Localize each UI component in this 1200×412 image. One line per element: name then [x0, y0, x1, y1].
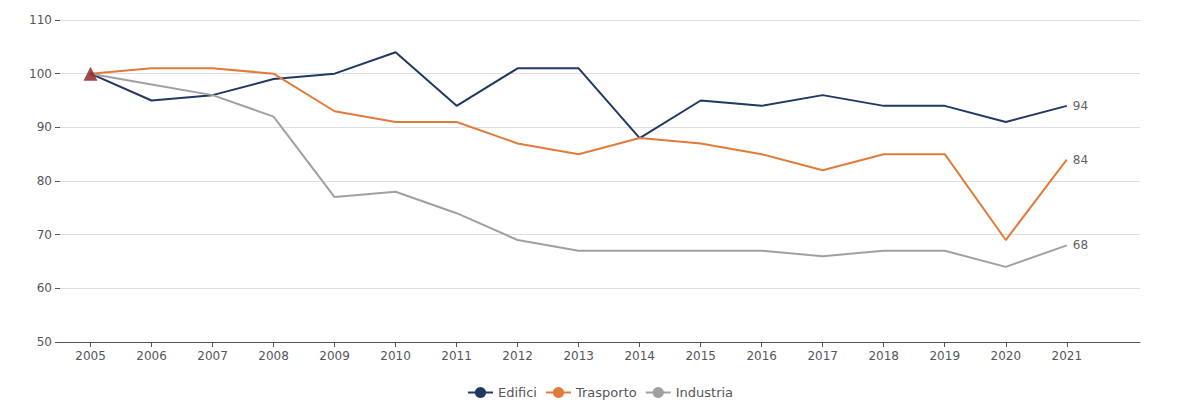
svg-text:110: 110	[29, 13, 52, 27]
svg-text:50: 50	[37, 335, 52, 349]
svg-text:2005: 2005	[75, 349, 106, 363]
svg-text:2017: 2017	[807, 349, 838, 363]
svg-text:2011: 2011	[441, 349, 472, 363]
svg-text:2014: 2014	[624, 349, 655, 363]
svg-text:2013: 2013	[563, 349, 594, 363]
svg-text:2009: 2009	[319, 349, 350, 363]
svg-text:2021: 2021	[1052, 349, 1083, 363]
svg-text:2006: 2006	[136, 349, 167, 363]
svg-text:60: 60	[37, 281, 52, 295]
svg-text:70: 70	[37, 228, 52, 242]
svg-text:2020: 2020	[990, 349, 1021, 363]
svg-text:2010: 2010	[380, 349, 411, 363]
svg-text:80: 80	[37, 174, 52, 188]
svg-text:2016: 2016	[746, 349, 777, 363]
svg-text:Trasporto: Trasporto	[575, 385, 637, 400]
svg-text:2019: 2019	[929, 349, 960, 363]
svg-text:Edifici: Edifici	[498, 385, 537, 400]
svg-text:2015: 2015	[685, 349, 716, 363]
svg-text:100: 100	[29, 67, 52, 81]
svg-text:Industria: Industria	[676, 385, 733, 400]
svg-text:2012: 2012	[502, 349, 533, 363]
svg-text:68: 68	[1073, 238, 1088, 252]
svg-text:94: 94	[1073, 99, 1088, 113]
svg-text:2007: 2007	[197, 349, 228, 363]
svg-text:90: 90	[37, 120, 52, 134]
svg-text:84: 84	[1073, 153, 1088, 167]
svg-text:2018: 2018	[868, 349, 899, 363]
svg-text:2008: 2008	[258, 349, 289, 363]
